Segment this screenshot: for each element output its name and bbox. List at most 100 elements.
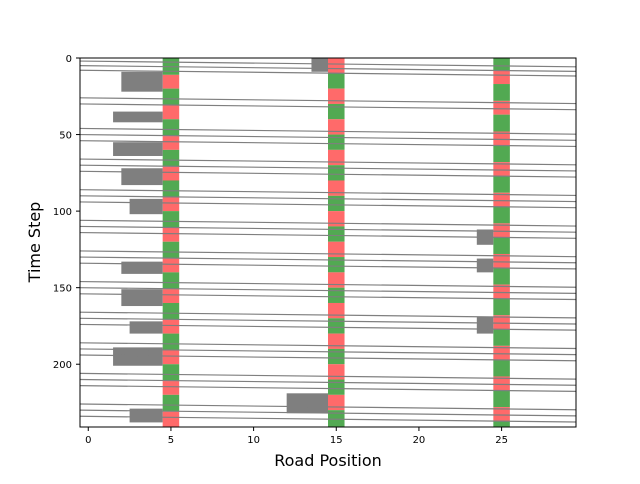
signal-green-cell: [493, 114, 510, 132]
signal-green-cell: [493, 237, 510, 254]
vehicle-trajectory: [80, 231, 576, 239]
signal-red-cell: [162, 227, 180, 242]
plot-frame: [79, 57, 577, 428]
x-tick-label: 0: [85, 435, 91, 446]
signal-green-cell: [162, 364, 180, 382]
signal-red-cell: [328, 58, 345, 74]
signal-green-cell: [328, 134, 345, 150]
vehicle-trajectory: [80, 403, 576, 411]
vehicle-trajectory: [80, 225, 576, 233]
y-tick-label: 150: [53, 284, 72, 295]
queue-block: [129, 198, 163, 215]
x-tick-label: 5: [168, 435, 174, 446]
signal-green-cell: [328, 73, 345, 89]
signal-green-cell: [162, 88, 180, 106]
signal-green-cell: [493, 390, 510, 408]
plot-area: [80, 58, 576, 427]
queue-block: [121, 261, 163, 274]
signal-green-cell: [493, 267, 510, 285]
signal-green-cell: [493, 298, 510, 316]
signal-green-cell: [162, 333, 180, 351]
signal-red-cell: [328, 180, 345, 196]
signal-red-cell: [493, 315, 510, 330]
vehicle-trajectory: [80, 409, 576, 417]
signal-red-cell: [493, 162, 510, 176]
signal-red-cell: [162, 381, 180, 395]
queue-block: [121, 289, 163, 307]
signal-red-cell: [328, 241, 345, 258]
queue-block: [286, 393, 328, 414]
vehicle-trajectory: [80, 354, 576, 362]
signal-green-cell: [328, 410, 345, 427]
queue-block: [113, 111, 163, 123]
vehicle-trajectory: [80, 311, 576, 319]
signal-green-cell: [493, 84, 510, 101]
vehicle-trajectory: [80, 69, 576, 77]
signal-green-cell: [328, 287, 345, 303]
vehicle-trajectory: [80, 195, 576, 203]
queue-block: [129, 408, 163, 423]
signal-green-cell: [493, 420, 510, 427]
signal-red-cell: [493, 253, 510, 268]
signal-red-cell: [328, 364, 345, 380]
signal-green-cell: [328, 348, 345, 365]
vehicle-trajectory: [80, 323, 576, 331]
vehicle-trajectory: [80, 372, 576, 380]
signal-red-cell: [493, 100, 510, 115]
signal-green-cell: [328, 195, 345, 212]
queue-block: [311, 58, 328, 72]
signal-red-cell: [328, 88, 345, 104]
vehicle-trajectory: [80, 133, 576, 141]
vehicle-trajectory: [80, 158, 576, 166]
signal-green-cell: [328, 226, 345, 242]
signal-green-cell: [328, 379, 345, 395]
x-tick-label: 15: [330, 435, 343, 446]
vehicle-trajectory: [80, 201, 576, 209]
vehicle-trajectory: [80, 60, 576, 68]
x-tick-label: 10: [247, 435, 260, 446]
vehicle-trajectory: [80, 219, 576, 227]
vehicle-trajectory: [80, 170, 576, 178]
signal-green-cell: [328, 103, 345, 120]
vehicle-trajectory: [80, 127, 576, 135]
y-axis-label: Time Step: [25, 202, 44, 284]
signal-green-cell: [162, 241, 180, 259]
y-tick-label: 50: [59, 131, 72, 142]
signal-green-cell: [493, 175, 510, 193]
signal-red-cell: [162, 197, 180, 212]
x-tick-label: 20: [413, 435, 426, 446]
signal-red-cell: [328, 149, 345, 166]
signal-red-cell: [493, 223, 510, 238]
signal-red-cell: [493, 70, 510, 85]
vehicle-trajectory: [80, 103, 576, 111]
vehicle-trajectory: [80, 250, 576, 258]
vehicle-trajectory: [80, 415, 576, 423]
queue-block: [129, 321, 163, 334]
vehicle-trajectory: [80, 97, 576, 105]
signal-red-cell: [328, 302, 345, 319]
signal-red-cell: [493, 284, 510, 299]
signal-green-cell: [162, 119, 180, 137]
queue-block: [113, 142, 163, 156]
x-tick-label: 25: [495, 435, 508, 446]
vehicle-trajectory: [80, 293, 576, 301]
signal-red-cell: [493, 131, 510, 146]
axes: 0 5 10 15 20 25 0 50 100 150 200: [53, 54, 508, 446]
queue-block: [476, 258, 494, 273]
y-tick-label: 200: [53, 360, 72, 371]
vehicle-trajectory: [80, 348, 576, 356]
signal-red-cell: [162, 289, 180, 303]
vehicle-trajectory: [80, 65, 576, 72]
queue-block: [476, 316, 494, 334]
signal-red-cell: [162, 258, 180, 273]
signal-red-cell: [162, 319, 180, 334]
signal-red-cell: [328, 333, 345, 349]
vehicle-trajectory: [80, 189, 576, 197]
y-tick-label: 0: [66, 54, 72, 65]
signal-red-cell: [328, 211, 345, 227]
queue-block: [113, 347, 163, 366]
signal-red-cell: [162, 411, 180, 427]
vehicle-trajectory: [80, 280, 576, 288]
